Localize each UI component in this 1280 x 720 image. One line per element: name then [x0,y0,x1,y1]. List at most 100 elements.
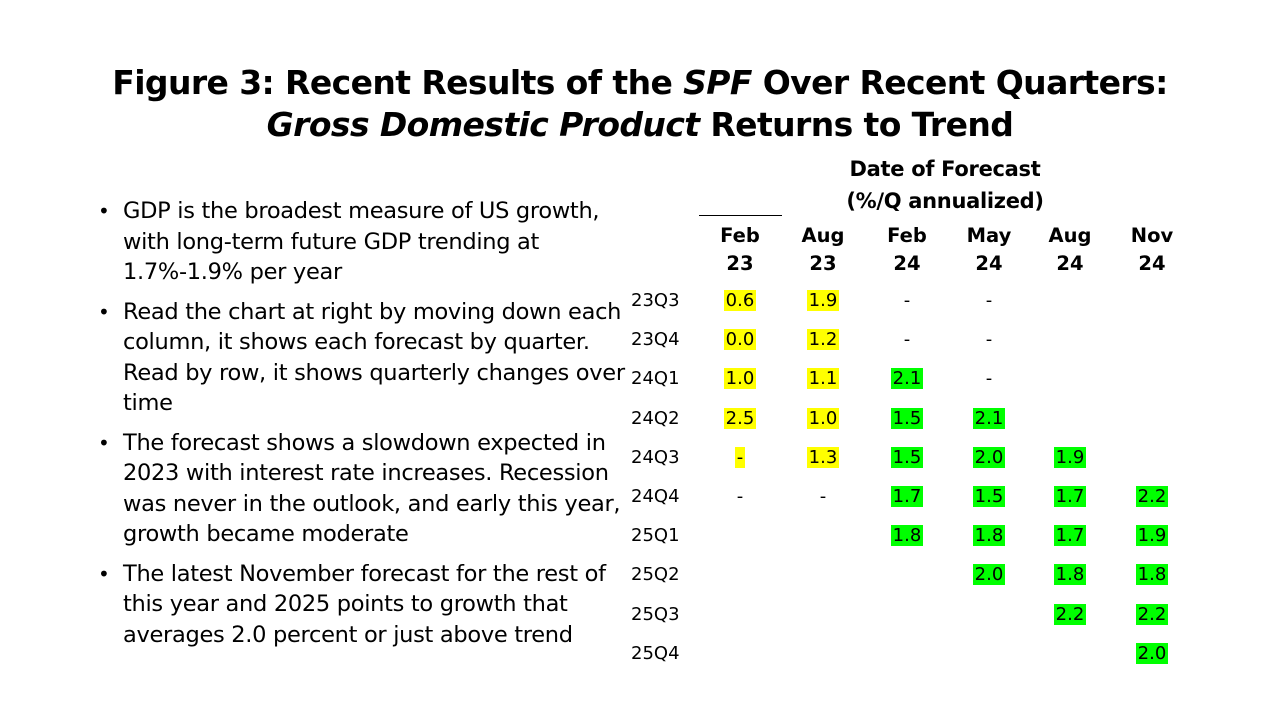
table-cell: 2.2 [1030,603,1110,627]
cell-value: 1.7 [890,486,924,507]
column-header-month: Feb [720,224,760,247]
cell-value: 1.1 [806,368,840,390]
title-text: Over Recent Quarters: [751,63,1169,102]
table-cell: - [783,485,863,509]
cell-value: 1.5 [890,407,924,429]
row-label: 24Q4 [631,486,680,507]
bullet-text: The forecast shows a slowdown expected i… [123,429,621,548]
table-cell: - [949,328,1029,352]
table-cell: 2.5 [700,407,780,431]
cell-value: 2.0 [972,446,1006,468]
column-header-month: May [966,224,1012,247]
table-cell: 1.1 [783,367,863,391]
cell-value: 1.7 [1053,486,1087,507]
bullet-icon: • [98,199,110,223]
table-cell: 1.5 [949,485,1029,509]
column-header-year: 24 [1056,252,1084,275]
column-header-month: Feb [887,224,927,247]
column-header-month: Aug [1048,224,1092,247]
table-header-subtitle: (%/Q annualized) [846,189,1044,213]
cell-value: 2.5 [723,407,757,429]
bullet-text: The latest November forecast for the res… [123,560,606,648]
row-label: 23Q4 [631,329,680,351]
row-label: 25Q4 [631,642,680,664]
column-header-year: 23 [726,252,754,275]
cell-value: 1.0 [806,407,840,429]
table-cell: - [700,485,780,509]
cell-value: 1.0 [723,368,757,390]
table-cell: - [867,328,947,352]
row-label: 25Q2 [631,564,680,586]
column-header: Nov 24 [1112,222,1192,278]
cell-value: - [734,446,746,468]
row-label: 23Q3 [631,290,680,311]
table-cell: 1.8 [867,524,947,548]
table-cell: 0.0 [700,328,780,352]
row-label: 25Q1 [631,525,680,547]
cell-value: 1.9 [1135,525,1169,547]
table-cell: - [949,289,1029,313]
bullet-icon: • [98,561,110,586]
table-cell: 1.0 [700,367,780,391]
cell-value: - [903,290,911,311]
column-header: Aug 24 [1030,222,1110,278]
cell-value: 0.6 [723,290,757,311]
cell-value: - [985,290,993,311]
table-cell: 2.1 [867,367,947,391]
cell-value: 1.8 [890,525,924,547]
bullet-list: • GDP is the broadest measure of US growt… [96,196,628,659]
title-text: Returns to Trend [699,105,1014,144]
bullet-text: GDP is the broadest measure of US growth… [123,198,600,285]
table-cell: 1.7 [1030,485,1110,509]
cell-value: 0.0 [723,329,757,351]
table-cell: 1.8 [949,524,1029,548]
table-cell: 1.0 [783,407,863,431]
cell-value: 1.2 [806,329,840,351]
bullet-icon: • [98,299,110,324]
column-header-year: 24 [893,252,921,275]
row-label: 25Q3 [631,603,680,625]
bullet-item: • The forecast shows a slowdown expected … [96,428,628,550]
cell-value: 1.9 [1053,446,1087,468]
cell-value: 2.2 [1135,486,1169,507]
table-cell: 2.2 [1112,603,1192,627]
column-header-year: 23 [809,252,837,275]
bullet-item: • Read the chart at right by moving down … [96,297,628,419]
cell-value: 2.0 [972,564,1006,586]
table-cell: - [867,289,947,313]
table-cell: 2.2 [1112,485,1192,509]
cell-value: - [736,486,744,507]
table-header-title: Date of Forecast [849,157,1041,181]
table-cell: 0.6 [700,289,780,313]
cell-value: - [985,329,993,351]
column-header-month: Nov [1130,224,1174,247]
cell-value: 1.7 [1053,525,1087,547]
column-header: Feb 24 [867,222,947,278]
column-header-month: Aug [801,224,845,247]
cell-value: 1.5 [890,446,924,468]
cell-value: 2.1 [890,368,924,390]
column-header-year: 24 [975,252,1003,275]
table-cell: 1.9 [783,289,863,313]
column-header: Aug 23 [783,222,863,278]
table-cell: 1.7 [867,485,947,509]
cell-value: 1.3 [806,446,840,468]
table-cell: 2.0 [1112,642,1192,666]
table-cell: - [700,446,780,470]
cell-value: 1.8 [1053,564,1087,586]
header-underline [699,215,782,216]
title-text: Figure 3: Recent Results of the [112,63,684,102]
cell-value: 2.2 [1053,603,1087,625]
bullet-item: • GDP is the broadest measure of US growt… [96,196,628,288]
cell-value: - [903,329,911,351]
title-line-2: Gross Domestic Product Returns to Trend [0,104,1280,146]
table-cell: 1.7 [1030,524,1110,548]
table-cell: 1.3 [783,446,863,470]
cell-value: 1.5 [972,486,1006,507]
column-header: Feb 23 [700,222,780,278]
title-emphasis: SPF [683,63,752,102]
table-cell: 1.8 [1112,563,1192,587]
table-cell: 2.0 [949,563,1029,587]
page-title: Figure 3: Recent Results of the SPF Over… [0,62,1280,146]
bullet-icon: • [98,430,110,455]
